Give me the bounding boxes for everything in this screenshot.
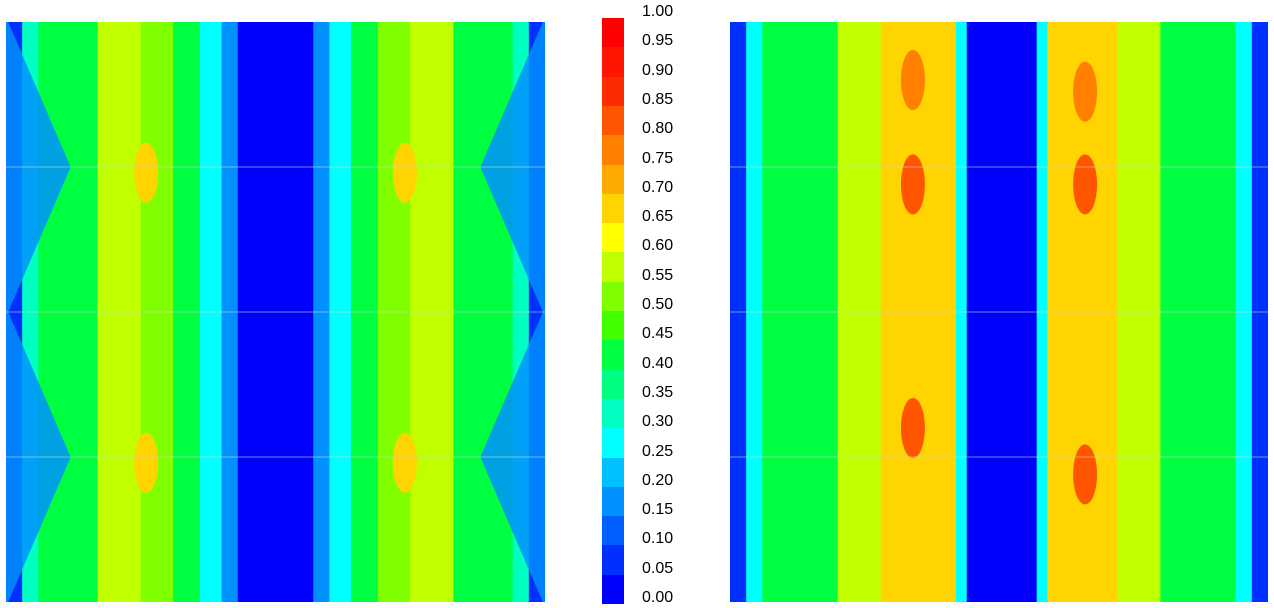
colorbar-tick-label: 1.00 (642, 3, 674, 20)
hotspot (392, 432, 417, 493)
colorbar-tick-label: 0.15 (642, 501, 674, 519)
colorbar-tick-label: 0.80 (642, 120, 674, 138)
colorbar-segment (602, 369, 624, 399)
colorbar-tick-label: 0.60 (642, 237, 674, 255)
colorbar-segment (602, 76, 624, 106)
colorbar-tick-label: 0.90 (642, 61, 674, 79)
hotspot (1073, 61, 1098, 122)
hotspot (900, 154, 925, 215)
colorbar-segment (602, 17, 624, 48)
left-contour-svg (6, 22, 545, 602)
right-contour-svg (730, 22, 1268, 602)
colorbar-tick-label: 0.65 (642, 208, 674, 226)
left-contour-plot (6, 22, 545, 602)
colorbar-tick-label: 0.50 (642, 296, 674, 313)
colorbar-tick-label: 0.35 (642, 383, 674, 401)
colorbar-tick-label: 0.40 (642, 354, 674, 372)
colorbar-segment (602, 222, 624, 253)
hotspot (134, 432, 159, 493)
colorbar-segment (602, 339, 624, 370)
colorbar-tick-label: 0.55 (642, 266, 674, 284)
hotspot (392, 142, 417, 203)
colorbar-segment (602, 515, 624, 546)
colorbar-segment (602, 574, 624, 604)
colorbar-segment (602, 164, 624, 194)
hotspot (134, 142, 159, 203)
low-value-wedge (6, 22, 71, 317)
colorbar-segment (602, 427, 624, 458)
colorbar-segment (602, 457, 624, 487)
colorbar-tick-label: 0.20 (642, 471, 674, 489)
colorbar-segment (602, 281, 624, 311)
colorbar-segment (602, 544, 624, 575)
low-value-wedge (480, 22, 545, 317)
hotspot (900, 398, 925, 458)
colorbar-tick-label: 0.30 (642, 413, 674, 431)
colorbar-tick-label: 0.75 (642, 149, 674, 167)
colorbar (602, 17, 624, 604)
colorbar-segment (602, 486, 624, 517)
colorbar-tick-label: 0.45 (642, 325, 674, 343)
colorbar-segment (602, 310, 624, 341)
colorbar-segment (602, 134, 624, 165)
colorbar-tick-label: 0.05 (642, 559, 674, 577)
colorbar-segment (602, 398, 624, 429)
low-value-wedge (6, 307, 71, 602)
colorbar-tick-label: 0.00 (642, 589, 674, 606)
right-contour-plot (730, 22, 1268, 602)
hotspot (1073, 154, 1098, 215)
colorbar-tick-label: 0.95 (642, 32, 674, 50)
colorbar-segment (602, 46, 624, 77)
hotspot (900, 50, 925, 110)
colorbar-segment (602, 105, 624, 136)
colorbar-segment (602, 251, 624, 282)
colorbar-tick-label: 0.85 (642, 90, 674, 108)
colorbar-segment (602, 193, 624, 224)
colorbar-tick-label: 0.70 (642, 178, 674, 196)
colorbar-tick-label: 0.25 (642, 442, 674, 460)
hotspot (1073, 444, 1098, 505)
low-value-wedge (480, 307, 545, 602)
colorbar-tick-label: 0.10 (642, 530, 674, 548)
